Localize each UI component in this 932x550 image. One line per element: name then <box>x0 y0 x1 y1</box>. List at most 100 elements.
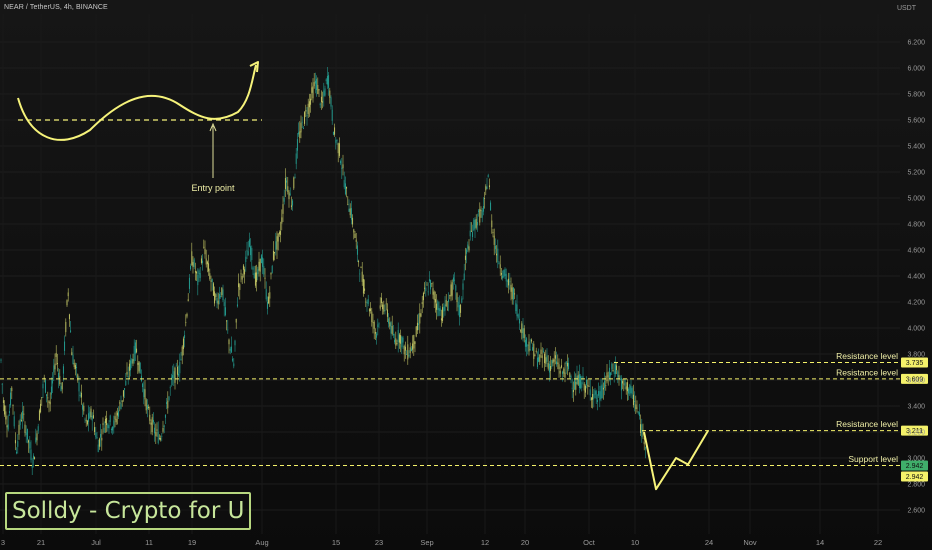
candle-body <box>641 424 643 438</box>
candle-body <box>544 353 546 364</box>
candle-body <box>566 362 568 367</box>
candle-body <box>314 80 316 84</box>
candle-body <box>114 416 116 420</box>
candle-body <box>522 328 524 339</box>
candle-body <box>396 343 398 344</box>
candle-body <box>532 347 534 351</box>
candle-body <box>96 437 98 439</box>
time-tick-label: 21 <box>37 538 45 547</box>
candle-body <box>517 314 519 318</box>
candle-body <box>349 208 351 216</box>
candle-body <box>173 371 175 379</box>
price-tick-label: 2.600 <box>907 508 925 515</box>
candle-body <box>217 300 219 305</box>
candle-body <box>486 186 488 189</box>
candle-body <box>376 333 378 338</box>
candle-body <box>48 401 50 403</box>
candle-body <box>468 246 470 251</box>
candle-body <box>275 241 277 250</box>
candle-body <box>589 389 591 396</box>
candle-body <box>595 391 597 399</box>
candle-body <box>512 287 514 300</box>
candle-body <box>355 239 357 242</box>
candle-body <box>164 414 166 418</box>
candle-body <box>319 103 321 106</box>
candle-body <box>535 350 537 352</box>
candle-body <box>511 287 513 300</box>
candle-body <box>433 291 435 300</box>
candle-body <box>583 383 585 391</box>
candle-body <box>463 273 465 281</box>
candle-body <box>8 411 10 414</box>
candle-body <box>620 378 622 391</box>
price-tick-label: 2.800 <box>907 482 925 489</box>
candle-body <box>35 437 37 443</box>
candle-body <box>20 420 22 421</box>
candle-body <box>524 340 526 347</box>
candle-body <box>497 248 499 263</box>
candle-body <box>526 338 528 347</box>
candle-body <box>395 338 397 346</box>
candle-body <box>308 101 310 108</box>
candle-body <box>181 346 183 356</box>
candle-body <box>541 355 543 359</box>
candle-body <box>564 372 566 378</box>
candle-body <box>492 232 494 233</box>
price-axis[interactable]: 6.200 6.000 5.800 5.600 5.400 5.200 5.000 4.800… <box>907 40 925 515</box>
candle-body <box>34 457 36 460</box>
candle-body <box>371 311 373 323</box>
candle-body <box>221 287 223 296</box>
candle-body <box>403 345 405 355</box>
candle-body <box>491 220 493 228</box>
candle-body <box>442 307 444 322</box>
candle-body <box>330 97 332 107</box>
candle-body <box>280 230 282 235</box>
candle-body <box>235 318 237 323</box>
candle-body <box>634 401 636 402</box>
candle-body <box>24 424 26 433</box>
candle-body <box>476 222 478 226</box>
candle-body <box>473 219 475 231</box>
candle-body <box>462 283 464 290</box>
candle-body <box>598 391 600 396</box>
candle-body <box>84 418 86 420</box>
candle-body <box>296 139 298 151</box>
candle-body <box>186 313 188 317</box>
time-tick-label: Sep <box>420 538 433 547</box>
candle-body <box>283 197 285 202</box>
candle-body <box>68 314 70 320</box>
candle-body <box>622 381 624 384</box>
time-tick-label: 23 <box>375 538 383 547</box>
candle-body <box>604 380 606 388</box>
candle-body <box>127 376 129 378</box>
time-axis[interactable]: 3 21 Jul 11 19 Aug 15 23 Sep 12 20 Oct 10 24 Nov 14 22 <box>1 538 882 547</box>
candle-body <box>430 279 432 290</box>
candle-body <box>56 363 58 364</box>
candle-body <box>520 330 522 332</box>
candle-body <box>112 427 114 431</box>
candle-body <box>41 397 43 399</box>
candle-body <box>365 301 367 303</box>
candle-body <box>74 365 76 369</box>
candle-body <box>128 363 130 371</box>
candle-body <box>97 444 99 453</box>
candle-body <box>323 90 325 97</box>
candle-body <box>354 233 356 238</box>
candle-body <box>110 428 112 430</box>
candle-body <box>426 284 428 286</box>
candle-body <box>73 362 75 367</box>
candle-body <box>490 202 492 211</box>
curve-arrowhead-icon <box>249 61 259 73</box>
candle-body <box>292 200 294 206</box>
candle-body <box>156 429 158 431</box>
grid-lines <box>0 14 900 534</box>
candle-body <box>11 387 13 392</box>
candle-body <box>329 90 331 98</box>
candle-body <box>428 279 430 282</box>
candle-body <box>138 361 140 372</box>
level-lines: Resistance level 3.735 Resistance level 3.6… <box>0 351 928 482</box>
candle-body <box>101 437 103 441</box>
candle-body <box>484 198 486 200</box>
candle-body <box>568 362 570 370</box>
